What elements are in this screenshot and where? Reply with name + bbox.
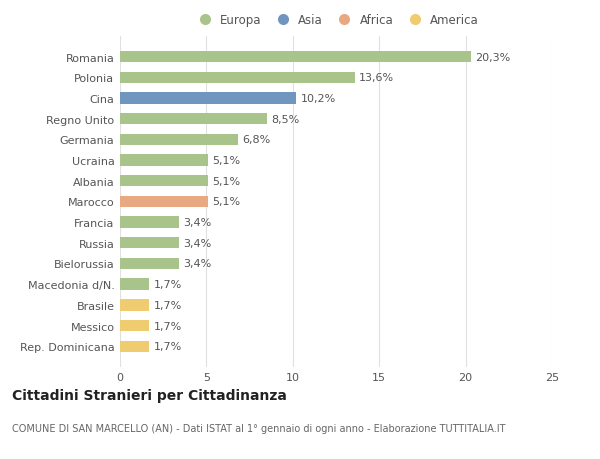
- Text: 1,7%: 1,7%: [154, 280, 182, 290]
- Bar: [120, 320, 149, 331]
- Text: 3,4%: 3,4%: [183, 259, 211, 269]
- Bar: [120, 300, 149, 311]
- Text: 20,3%: 20,3%: [475, 52, 511, 62]
- Text: 13,6%: 13,6%: [359, 73, 394, 83]
- Text: Cittadini Stranieri per Cittadinanza: Cittadini Stranieri per Cittadinanza: [12, 388, 287, 403]
- Text: 5,1%: 5,1%: [212, 176, 241, 186]
- Bar: [120, 114, 267, 125]
- Bar: [120, 176, 208, 187]
- Text: 5,1%: 5,1%: [212, 156, 241, 166]
- Bar: [120, 73, 355, 84]
- Text: 3,4%: 3,4%: [183, 238, 211, 248]
- Text: 1,7%: 1,7%: [154, 321, 182, 331]
- Text: 6,8%: 6,8%: [242, 135, 270, 145]
- Bar: [120, 155, 208, 166]
- Bar: [120, 341, 149, 352]
- Bar: [120, 52, 471, 63]
- Bar: [120, 134, 238, 146]
- Bar: [120, 258, 179, 269]
- Bar: [120, 238, 179, 249]
- Text: 10,2%: 10,2%: [301, 94, 336, 104]
- Bar: [120, 279, 149, 290]
- Text: 5,1%: 5,1%: [212, 197, 241, 207]
- Text: 3,4%: 3,4%: [183, 218, 211, 228]
- Text: 1,7%: 1,7%: [154, 341, 182, 352]
- Text: 1,7%: 1,7%: [154, 300, 182, 310]
- Bar: [120, 93, 296, 104]
- Legend: Europa, Asia, Africa, America: Europa, Asia, Africa, America: [188, 10, 484, 32]
- Text: 8,5%: 8,5%: [271, 114, 299, 124]
- Text: COMUNE DI SAN MARCELLO (AN) - Dati ISTAT al 1° gennaio di ogni anno - Elaborazio: COMUNE DI SAN MARCELLO (AN) - Dati ISTAT…: [12, 424, 505, 433]
- Bar: [120, 196, 208, 207]
- Bar: [120, 217, 179, 228]
